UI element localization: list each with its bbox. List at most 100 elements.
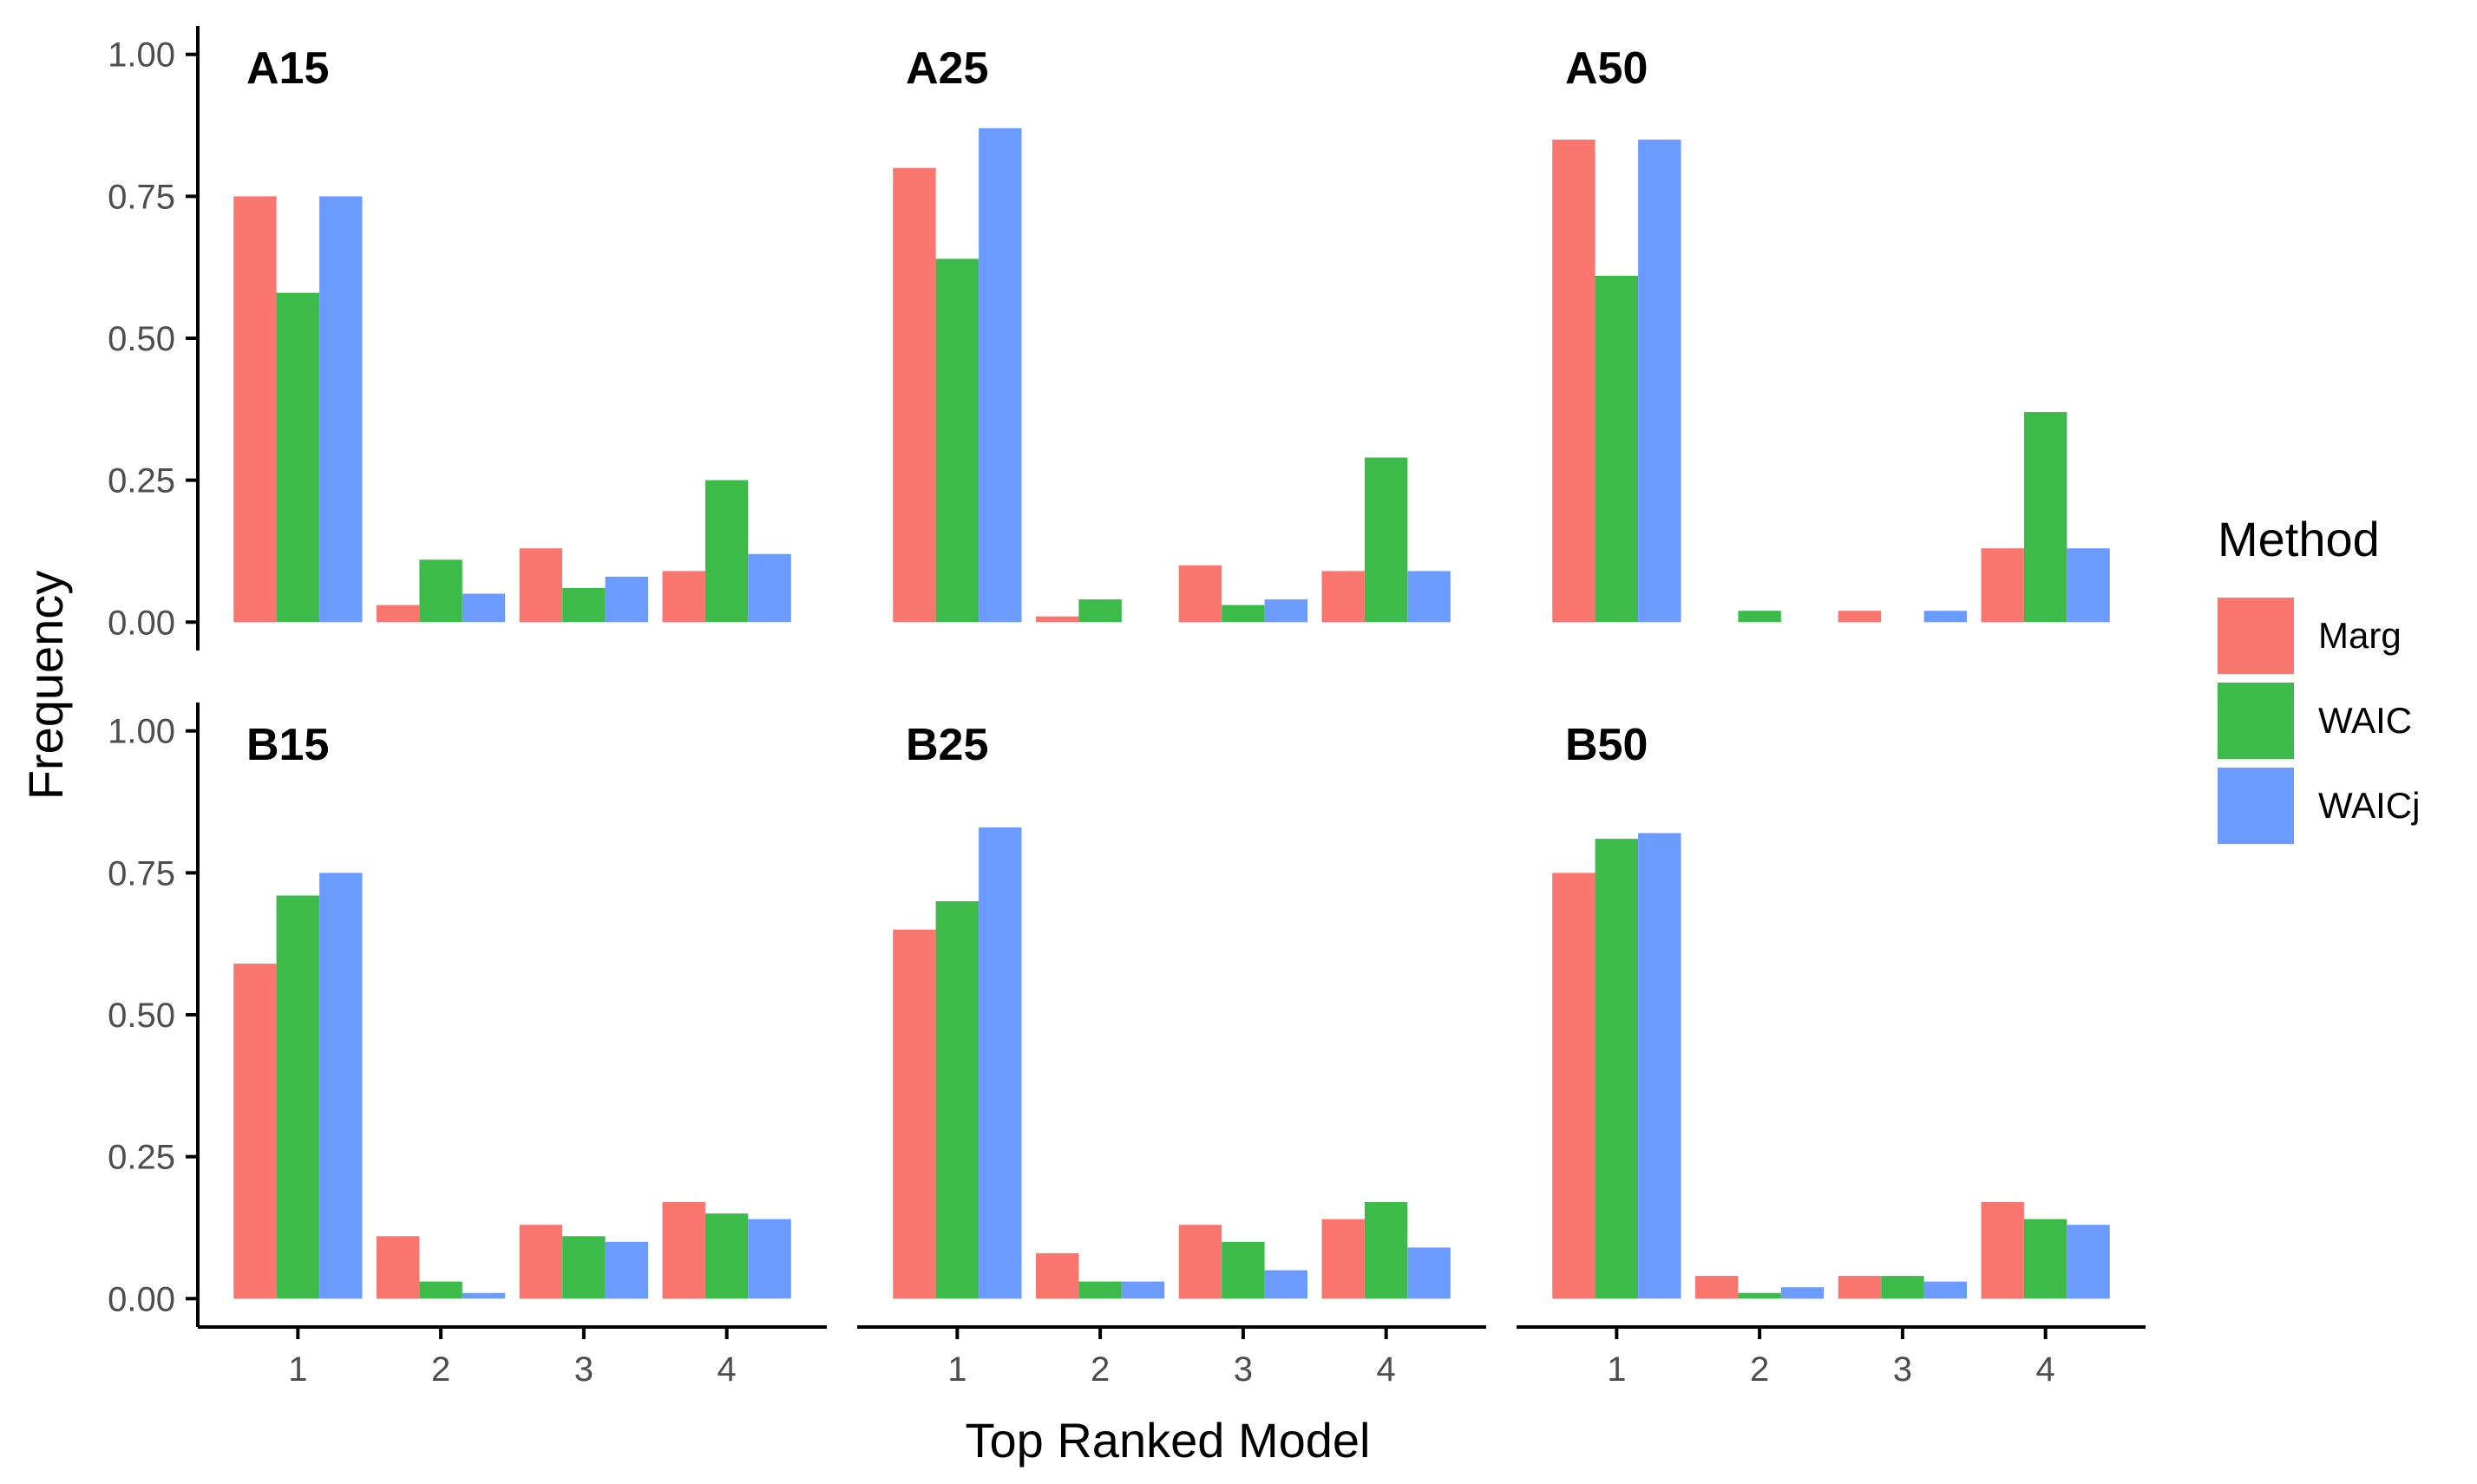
bar-a15-waic-1	[276, 292, 319, 623]
bar-a50-marg-3	[1838, 611, 1882, 623]
bar-a15-waic-2	[419, 559, 462, 623]
x-tick-label: 3	[574, 1350, 593, 1389]
bar-a15-marg-3	[519, 548, 563, 623]
bar-a25-waic-3	[1222, 605, 1265, 623]
panel-title-b50: B50	[1565, 720, 1648, 770]
x-tick-label: 1	[288, 1350, 307, 1389]
bar-b25-waic-2	[1078, 1281, 1122, 1299]
panel-title-a25: A25	[906, 43, 988, 94]
bar-a50-waicj-1	[1638, 139, 1681, 623]
legend-label-marg: Marg	[2318, 615, 2402, 656]
x-tick-label: 4	[2036, 1350, 2055, 1389]
bar-a25-waic-4	[1364, 457, 1408, 623]
x-tick-label: 4	[718, 1350, 737, 1389]
bar-b50-marg-4	[1981, 1202, 2024, 1299]
bar-a25-marg-1	[893, 167, 936, 623]
bar-b50-marg-3	[1838, 1276, 1882, 1299]
bar-b50-marg-2	[1695, 1276, 1739, 1299]
bar-a50-waic-2	[1738, 611, 1781, 623]
bar-b25-waic-4	[1364, 1202, 1408, 1299]
bar-b15-marg-2	[377, 1236, 420, 1299]
y-axis-title: Frequency	[18, 571, 73, 801]
bar-a50-marg-4	[1981, 548, 2024, 623]
bar-a15-waic-3	[562, 588, 606, 623]
bar-b25-waicj-2	[1121, 1281, 1165, 1299]
legend-item-waicj: WAICj	[2218, 763, 2461, 848]
bar-a25-waicj-1	[979, 127, 1022, 623]
legend-item-marg: Marg	[2218, 593, 2461, 678]
bar-b25-marg-2	[1036, 1252, 1079, 1299]
legend: Method Marg WAIC WAICj	[2218, 515, 2461, 848]
bar-a15-marg-1	[233, 196, 277, 623]
x-tick-label: 2	[1750, 1350, 1769, 1389]
bar-b25-waicj-1	[979, 827, 1022, 1299]
bar-a25-waicj-4	[1407, 571, 1451, 623]
bar-a15-waicj-3	[605, 576, 648, 623]
bar-b15-waic-3	[562, 1236, 606, 1299]
bar-a15-waicj-4	[748, 553, 791, 623]
x-tick-label: 3	[1893, 1350, 1912, 1389]
legend-title: Method	[2218, 512, 2380, 566]
bar-b25-marg-3	[1178, 1225, 1222, 1299]
bar-a50-waicj-4	[2067, 548, 2110, 623]
x-tick-label: 1	[947, 1350, 967, 1389]
bar-a15-marg-4	[662, 571, 705, 623]
y-tick-label: 0.25	[108, 1139, 175, 1177]
bar-a25-waicj-3	[1264, 599, 1307, 623]
bar-a15-waicj-2	[462, 593, 506, 623]
y-tick-label: 0.25	[108, 462, 175, 500]
bar-b15-waic-1	[276, 895, 319, 1299]
bar-a25-waic-2	[1078, 599, 1122, 623]
bar-b15-waicj-1	[319, 873, 363, 1299]
x-tick-label: 4	[1377, 1350, 1396, 1389]
x-axis-title: Top Ranked Model	[966, 1413, 1371, 1468]
bar-b50-waic-4	[2023, 1219, 2067, 1299]
bar-a25-marg-3	[1178, 565, 1222, 623]
y-tick-label: 0.50	[108, 320, 175, 358]
bar-b15-waicj-3	[605, 1241, 648, 1299]
legend-swatch-marg	[2218, 598, 2294, 674]
panel-title-a50: A50	[1565, 43, 1648, 94]
bar-b25-marg-1	[893, 929, 936, 1299]
bar-a50-marg-1	[1552, 139, 1596, 623]
bar-a50-waic-4	[2023, 412, 2067, 623]
bar-b50-waicj-1	[1638, 833, 1681, 1299]
x-tick-label: 3	[1234, 1350, 1253, 1389]
y-tick-label: 1.00	[108, 36, 175, 75]
y-tick-label: 0.00	[108, 1280, 175, 1318]
y-tick-label: 0.75	[108, 178, 175, 216]
bar-a25-marg-4	[1321, 571, 1365, 623]
bar-b15-waic-2	[419, 1281, 462, 1299]
bar-b50-waic-3	[1881, 1276, 1924, 1299]
bar-b15-waicj-4	[748, 1219, 791, 1299]
bar-b25-waic-1	[935, 901, 979, 1299]
bar-b50-waic-1	[1595, 839, 1638, 1299]
bar-b50-waicj-4	[2067, 1225, 2110, 1299]
y-tick-label: 1.00	[108, 713, 175, 751]
bar-b50-waic-2	[1738, 1292, 1781, 1299]
x-tick-label: 1	[1607, 1350, 1626, 1389]
bar-a15-waicj-1	[319, 196, 363, 623]
panel-title-a15: A15	[246, 43, 329, 94]
legend-label-waicj: WAICj	[2318, 785, 2421, 826]
bar-b50-waicj-3	[1923, 1281, 1967, 1299]
legend-swatch-waicj	[2218, 768, 2294, 844]
y-tick-label: 0.50	[108, 997, 175, 1035]
bar-a15-marg-2	[377, 605, 420, 623]
bar-a50-waicj-3	[1923, 611, 1967, 623]
bar-b25-marg-4	[1321, 1219, 1365, 1299]
bar-b25-waicj-4	[1407, 1247, 1451, 1299]
y-tick-label: 0.75	[108, 854, 175, 892]
legend-swatch-waic	[2218, 683, 2294, 759]
bar-b15-marg-4	[662, 1202, 705, 1299]
bar-b15-marg-1	[233, 964, 277, 1299]
panel-title-b25: B25	[906, 720, 988, 770]
bar-b15-waicj-2	[462, 1292, 506, 1299]
bar-b50-marg-1	[1552, 873, 1596, 1299]
bar-b25-waic-3	[1222, 1241, 1265, 1299]
bar-a15-waic-4	[704, 480, 749, 623]
x-tick-label: 2	[1091, 1350, 1110, 1389]
bar-b15-marg-3	[519, 1225, 563, 1299]
